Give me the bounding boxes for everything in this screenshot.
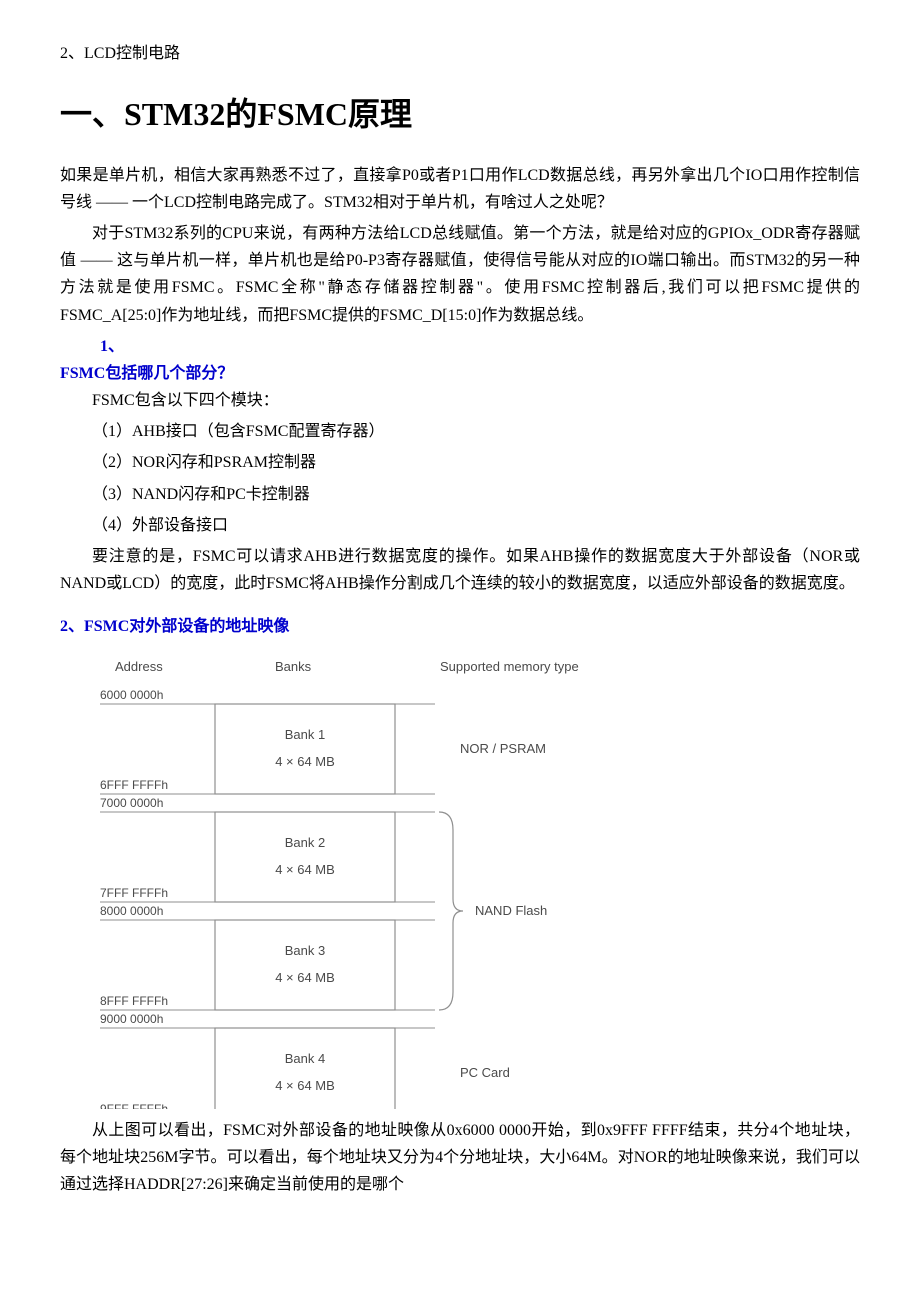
svg-text:9000 0000h: 9000 0000h bbox=[100, 1012, 163, 1026]
svg-text:7FFF FFFFh: 7FFF FFFFh bbox=[100, 886, 168, 900]
svg-text:PC Card: PC Card bbox=[460, 1065, 510, 1080]
module-1: （1）AHB接口（包含FSMC配置寄存器） bbox=[60, 418, 860, 445]
memory-map-diagram: Address Banks Supported memory type Bank 1 4… bbox=[60, 649, 860, 1109]
page-title: 一、STM32的FSMC原理 bbox=[60, 87, 860, 141]
svg-text:9FFF FFFFh: 9FFF FFFFh bbox=[100, 1102, 168, 1109]
subheading-2: 2、FSMC对外部设备的地址映像 bbox=[60, 613, 860, 640]
subheading-1-title: FSMC包括哪几个部分？ bbox=[60, 365, 233, 382]
svg-text:7000 0000h: 7000 0000h bbox=[100, 796, 163, 810]
subheading-1: 1、 FSMC包括哪几个部分？ bbox=[60, 333, 860, 387]
svg-text:Bank 3: Bank 3 bbox=[285, 943, 325, 958]
svg-text:4 × 64 MB: 4 × 64 MB bbox=[275, 970, 335, 985]
svg-text:NAND Flash: NAND Flash bbox=[475, 903, 547, 918]
paragraph-intro-2: 对于STM32系列的CPU来说，有两种方法给LCD总线赋值。第一个方法，就是给对… bbox=[60, 220, 860, 329]
svg-text:Supported memory type: Supported memory type bbox=[440, 659, 579, 674]
svg-text:8000 0000h: 8000 0000h bbox=[100, 904, 163, 918]
module-4: （4）外部设备接口 bbox=[60, 512, 860, 539]
svg-text:4 × 64 MB: 4 × 64 MB bbox=[275, 1078, 335, 1093]
subheading-1-num: 1、 bbox=[60, 338, 124, 355]
svg-text:Address: Address bbox=[115, 659, 163, 674]
module-3: （3）NAND闪存和PC卡控制器 bbox=[60, 481, 860, 508]
svg-text:Bank 4: Bank 4 bbox=[285, 1051, 325, 1066]
paragraph-intro-1: 如果是单片机，相信大家再熟悉不过了，直接拿P0或者P1口用作LCD数据总线，再另… bbox=[60, 162, 860, 216]
svg-text:Banks: Banks bbox=[275, 659, 312, 674]
svg-text:8FFF FFFFh: 8FFF FFFFh bbox=[100, 994, 168, 1008]
svg-text:Bank 1: Bank 1 bbox=[285, 727, 325, 742]
paragraph-after-diagram: 从上图可以看出，FSMC对外部设备的地址映像从0x6000 0000开始，到0x… bbox=[60, 1117, 860, 1199]
svg-text:6FFF FFFFh: 6FFF FFFFh bbox=[100, 778, 168, 792]
svg-text:4 × 64 MB: 4 × 64 MB bbox=[275, 862, 335, 877]
svg-text:Bank 2: Bank 2 bbox=[285, 835, 325, 850]
fsmc-note: 要注意的是，FSMC可以请求AHB进行数据宽度的操作。如果AHB操作的数据宽度大… bbox=[60, 543, 860, 597]
svg-text:4 × 64 MB: 4 × 64 MB bbox=[275, 754, 335, 769]
module-2: （2）NOR闪存和PSRAM控制器 bbox=[60, 449, 860, 476]
section-number: 2、LCD控制电路 bbox=[60, 40, 860, 67]
memory-map-svg: Address Banks Supported memory type Bank 1 4… bbox=[60, 649, 620, 1109]
svg-text:6000 0000h: 6000 0000h bbox=[100, 688, 163, 702]
fsmc-modules-intro: FSMC包含以下四个模块： bbox=[60, 387, 860, 414]
svg-text:NOR / PSRAM: NOR / PSRAM bbox=[460, 741, 546, 756]
